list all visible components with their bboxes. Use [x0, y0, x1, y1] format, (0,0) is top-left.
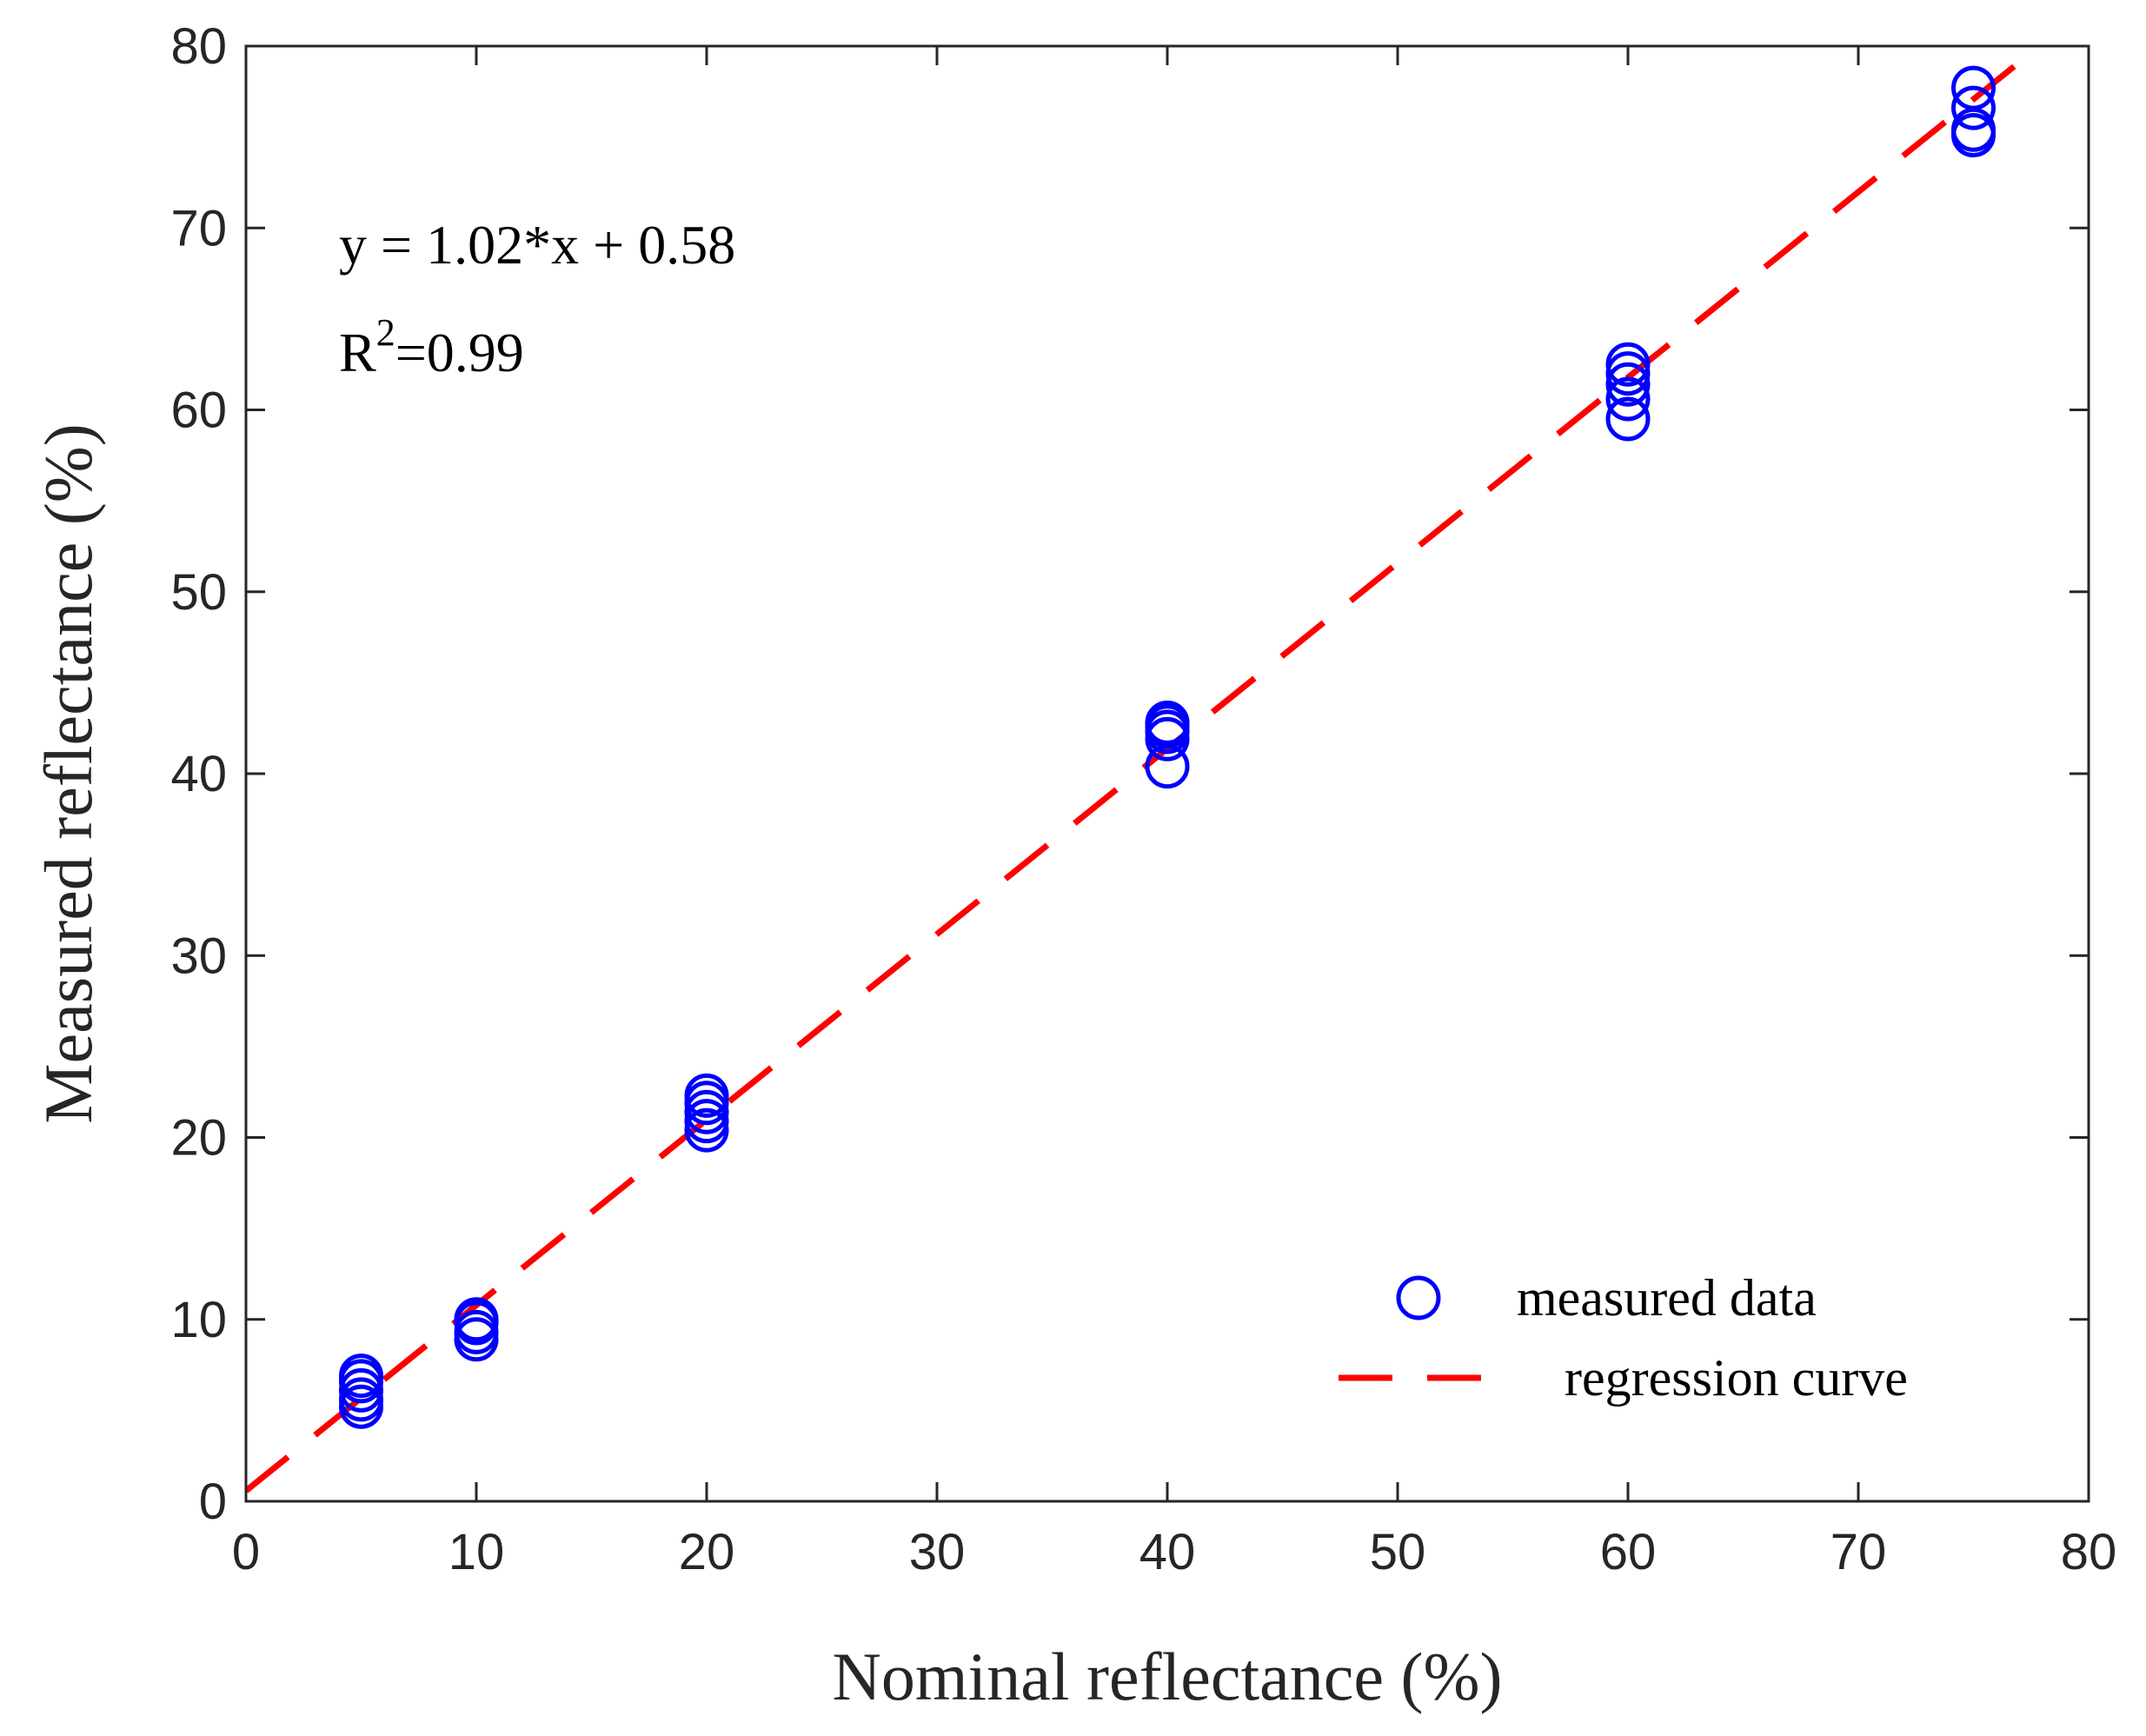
y-tick-label: 10 [170, 1292, 227, 1348]
plot-area [246, 46, 2044, 1493]
y-tick-label: 60 [170, 382, 227, 439]
x-tick-label: 60 [1600, 1524, 1657, 1580]
data-point [1605, 351, 1651, 396]
data-point [1605, 396, 1651, 442]
x-tick-label: 20 [679, 1524, 735, 1580]
data-point [454, 1297, 499, 1342]
x-tick-label: 10 [448, 1524, 505, 1580]
x-tick-label: 40 [1139, 1524, 1196, 1580]
data-point [1951, 85, 1996, 130]
legend: measured data regression curve [1339, 1269, 1908, 1407]
data-point [1605, 362, 1651, 407]
x-tick-label: 50 [1370, 1524, 1426, 1580]
legend-label-measured: measured data [1517, 1269, 1817, 1327]
data-point [1951, 65, 1996, 110]
y-tick-label: 70 [170, 200, 227, 256]
r2-exponent: 2 [376, 311, 395, 354]
data-point [684, 1073, 729, 1118]
x-tick-label: 70 [1830, 1524, 1887, 1580]
tick-marks [244, 44, 2090, 1503]
x-tick-label: 0 [232, 1524, 260, 1580]
legend-circle-marker [1396, 1275, 1441, 1320]
r2-prefix: R [339, 322, 376, 383]
data-point [1605, 342, 1651, 387]
data-point [339, 1354, 383, 1399]
tick-labels: 0 10 20 30 40 50 60 70 80 0 10 20 30 40 50 60 70 80 [170, 18, 2116, 1580]
y-axis-title: Measured reflectance (%) [30, 423, 106, 1123]
x-tick-label: 80 [2061, 1524, 2117, 1580]
x-tick-label: 30 [909, 1524, 966, 1580]
regression-equation: y = 1.02*x + 0.58 [339, 214, 735, 276]
data-point [1145, 700, 1190, 745]
legend-label-regression: regression curve [1565, 1349, 1908, 1407]
y-tick-label: 0 [199, 1473, 227, 1530]
y-tick-label: 80 [170, 18, 227, 75]
x-axis-title: Nominal reflectance (%) [833, 1639, 1503, 1714]
r2-value: =0.99 [395, 322, 524, 383]
y-tick-label: 20 [170, 1110, 227, 1167]
y-tick-label: 50 [170, 564, 227, 621]
y-tick-label: 30 [170, 928, 227, 984]
y-tick-label: 40 [170, 746, 227, 802]
data-point [1605, 376, 1651, 422]
r-squared-annotation: R2=0.99 [339, 311, 524, 383]
